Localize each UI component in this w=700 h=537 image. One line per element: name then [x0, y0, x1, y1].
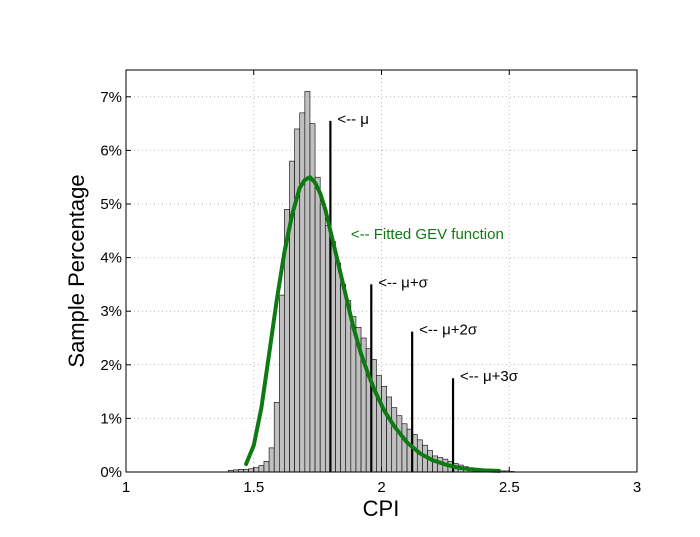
marker-label: <-- μ [337, 111, 369, 128]
x-tick-label: 1 [122, 479, 130, 496]
histogram-bar [396, 415, 403, 473]
histogram-bar [253, 467, 260, 473]
histogram-bar [304, 91, 311, 473]
histogram-bar [432, 455, 439, 473]
histogram-bar [386, 396, 393, 473]
histogram-bar [401, 423, 408, 473]
histogram-bar [391, 407, 398, 473]
y-tick-label: 4% [100, 250, 122, 267]
histogram-bar [335, 262, 341, 473]
y-ticks: 0% 1% 2% 3% 4% 5% 6% 7% [100, 89, 637, 481]
y-tick-label: 0% [100, 464, 122, 481]
y-tick-label: 3% [100, 303, 122, 320]
marker-label: <-- μ+3σ [460, 368, 519, 385]
y-axis-label: Sample Percentage [64, 174, 89, 367]
histogram-bar [268, 447, 275, 473]
marker-label: <-- μ+σ [378, 274, 428, 291]
fit-curve-label: <-- Fitted GEV function [351, 226, 504, 243]
marker-label: <-- μ+2σ [419, 322, 478, 339]
y-tick-label: 1% [100, 410, 122, 427]
x-tick-label: 1.5 [243, 479, 264, 496]
annotations: <-- μ <-- μ+σ <-- μ+2σ <-- μ+3σ <-- Fitted G… [337, 111, 518, 385]
histogram-bar [376, 375, 382, 473]
histogram-bar [319, 203, 326, 473]
histogram-bar [381, 385, 387, 473]
y-tick-label: 5% [100, 196, 122, 213]
histogram-bar [294, 128, 301, 473]
x-ticks: 1 1.5 2 2.5 3 [122, 70, 641, 496]
x-tick-label: 2.5 [499, 479, 520, 496]
grid [126, 70, 637, 472]
fit-curve-line [244, 175, 501, 473]
x-tick-label: 2 [377, 479, 385, 496]
histogram-bar [273, 402, 280, 473]
y-tick-label: 2% [100, 357, 122, 374]
histogram-bar [340, 284, 347, 473]
histogram-bar [314, 176, 321, 473]
histogram-bar [258, 465, 265, 473]
fit-curve-group [244, 175, 501, 473]
histogram-bar [345, 300, 352, 473]
y-tick-label: 6% [100, 142, 122, 159]
histogram-bars [227, 91, 515, 473]
histogram-bar [299, 112, 306, 473]
y-tick-label: 7% [100, 89, 122, 106]
x-axis-label: CPI [363, 496, 400, 521]
x-tick-label: 3 [633, 479, 641, 496]
histogram-bar [278, 294, 285, 473]
histogram-bar [263, 460, 270, 473]
